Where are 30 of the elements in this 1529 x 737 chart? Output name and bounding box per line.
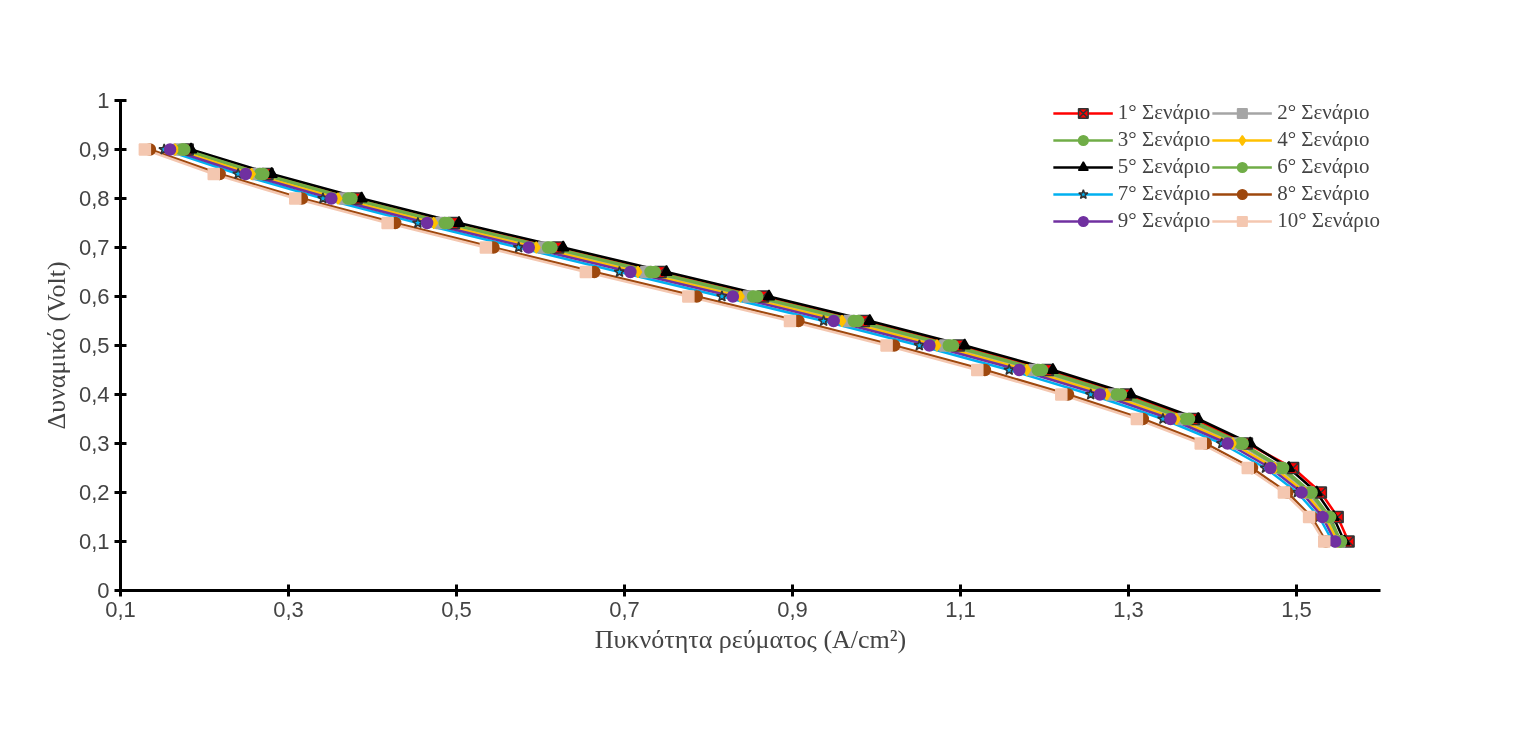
y-tick-label: 0,3 [78,431,110,456]
legend-label: 6° Σενάριο [1277,154,1370,179]
legend-label: 5° Σενάριο [1117,154,1211,179]
x-tick-label: 1,3 [1113,596,1144,622]
x-tick-label: 0,3 [273,596,304,622]
legend-label: 7° Σενάριο [1117,181,1211,206]
legend-label: 3° Σενάριο [1117,127,1211,152]
x-tick-label: 0,5 [441,596,472,622]
y-tick-label: 0,8 [78,186,110,211]
legend-label: 2° Σενάριο [1277,100,1370,125]
legend-label: 1° Σενάριο [1117,100,1211,125]
x-axis-title: Πυκνότητα ρεύματος (A/cm²) [594,624,907,654]
y-tick-label: 0,4 [78,382,110,407]
y-tick-label: 1 [97,88,110,113]
y-tick-label: 0,6 [78,284,110,309]
x-tick-label: 1,1 [945,596,976,622]
legend-label: 4° Σενάριο [1277,127,1370,152]
y-tick-label: 0,5 [78,333,110,358]
y-axis-title: Δυναμικό (Volt) [41,261,71,430]
y-tick-label: 0,7 [78,235,110,260]
x-tick-label: 0,7 [609,596,640,622]
legend-label: 9° Σενάριο [1117,208,1211,233]
x-tick-label: 0,9 [777,596,808,622]
y-tick-label: 0,9 [78,137,110,162]
y-tick-label: 0 [97,578,110,603]
y-tick-label: 0,1 [78,529,110,554]
y-tick-label: 0,2 [78,480,110,505]
legend-label: 10° Σενάριο [1277,208,1380,233]
x-tick-label: 1,5 [1281,596,1312,622]
legend-label: 8° Σενάριο [1277,181,1370,206]
